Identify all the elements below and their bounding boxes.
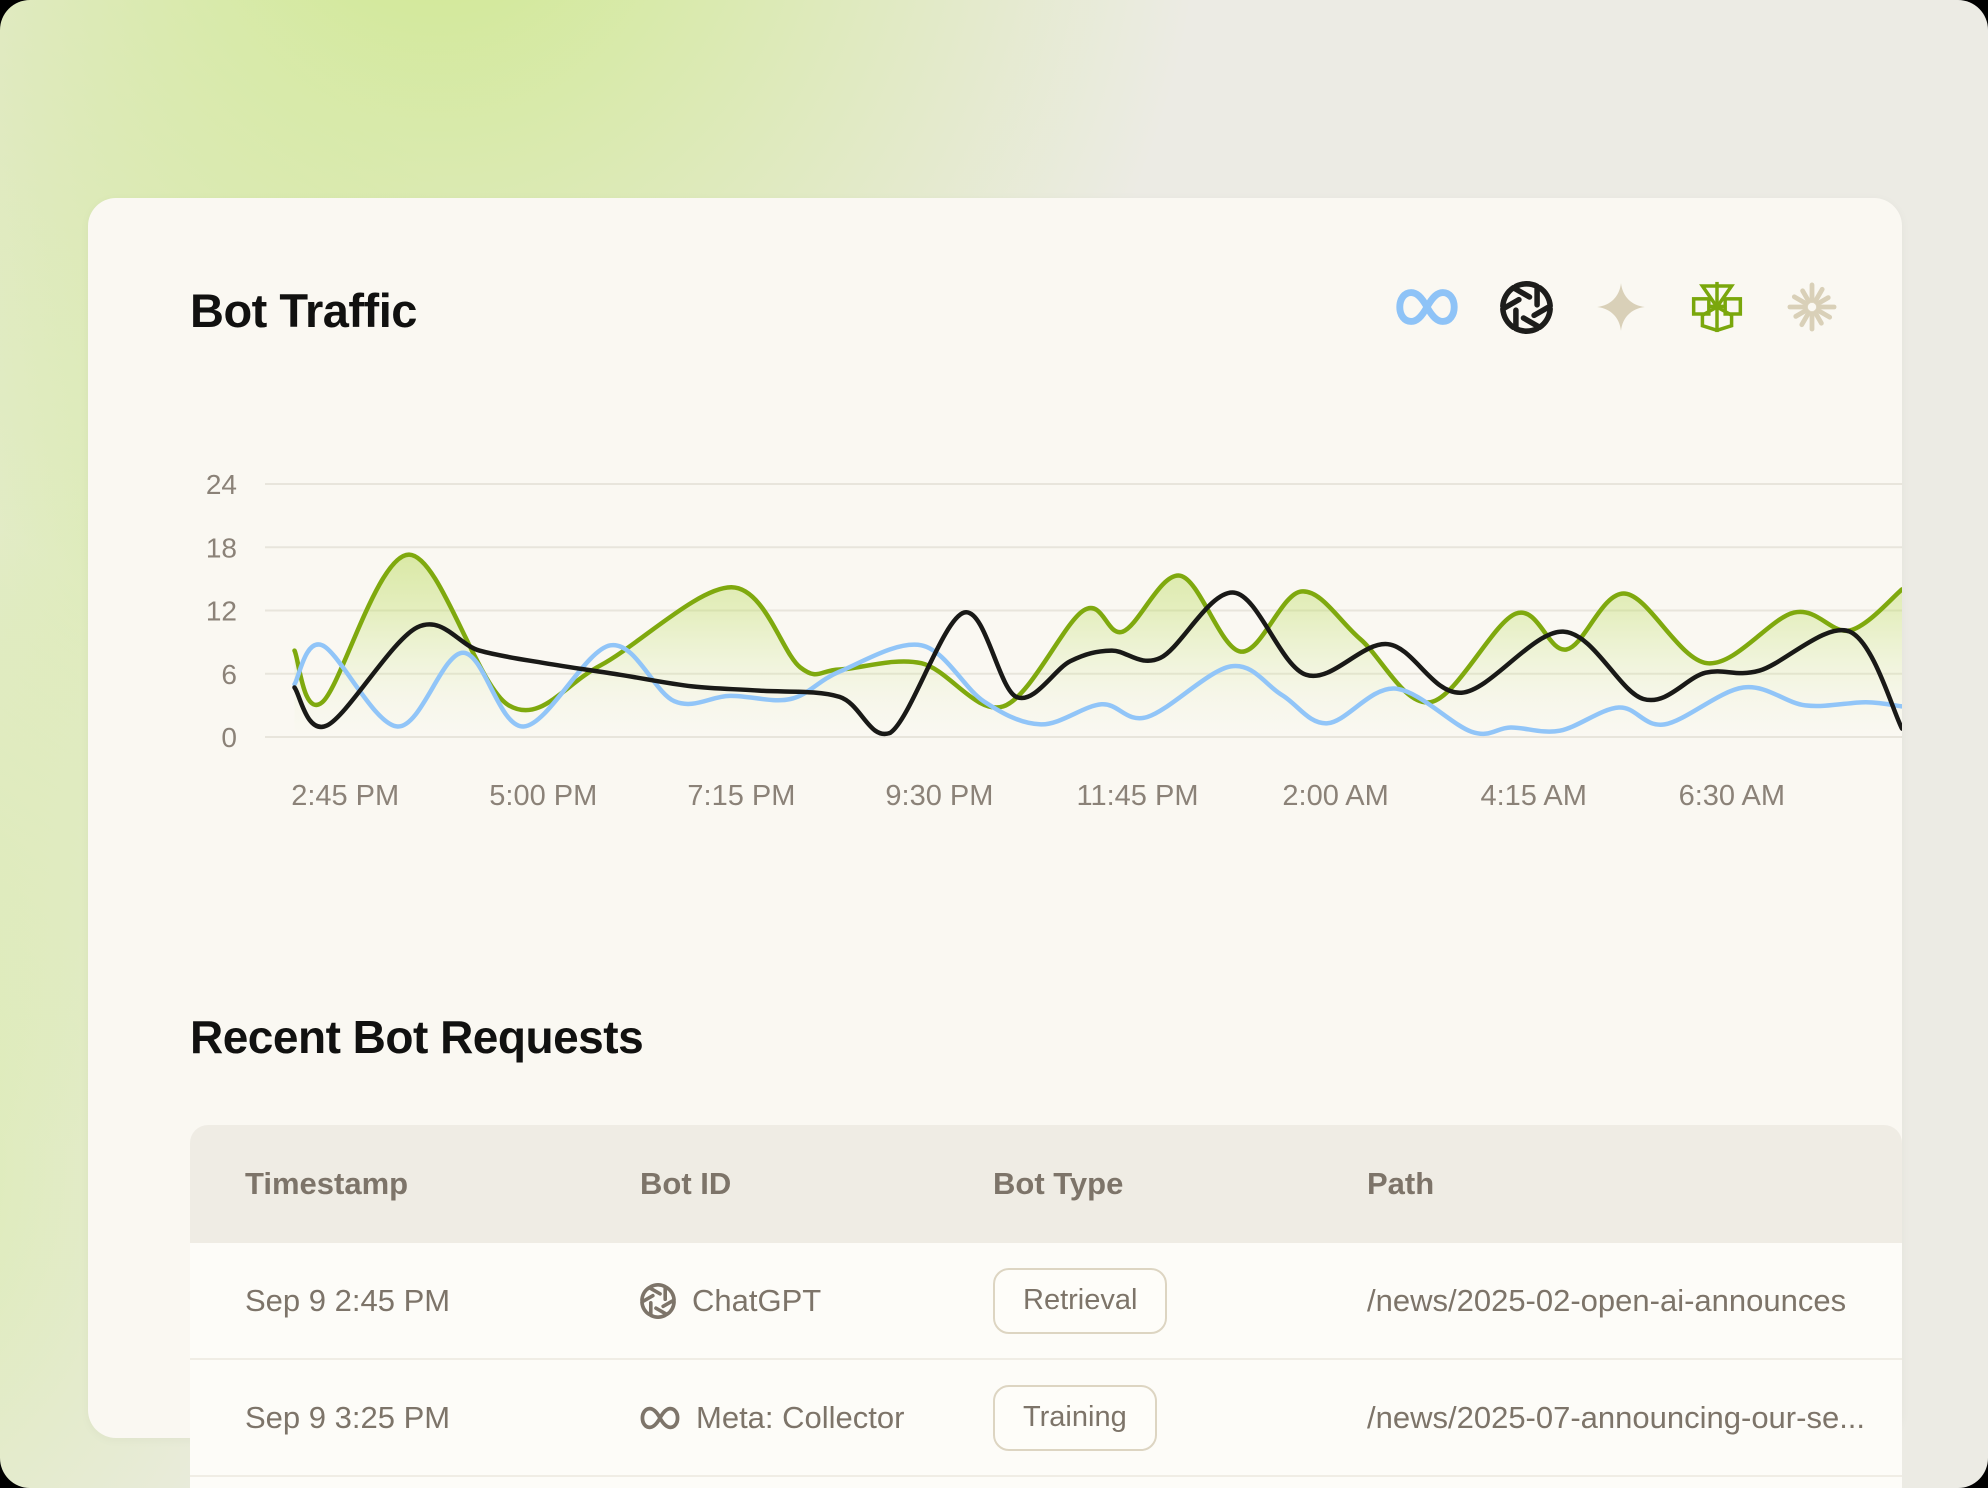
timestamp-cell: Sep 9 2:45 PM bbox=[245, 1282, 451, 1318]
table-row: Sep 9 3:25 PM Meta: Collector Training /… bbox=[190, 1358, 1902, 1477]
svg-text:5:00 PM: 5:00 PM bbox=[489, 780, 597, 812]
green-burst-icon[interactable] bbox=[1689, 279, 1745, 335]
bot-type-cell: Retrieval bbox=[993, 1243, 1168, 1358]
bot-icon-row bbox=[1396, 276, 1837, 338]
timestamp-cell: Sep 9 3:25 PM bbox=[245, 1399, 451, 1435]
svg-text:4:15 AM: 4:15 AM bbox=[1480, 780, 1586, 812]
bot-type-cell: Training bbox=[993, 1360, 1157, 1475]
bot-type-badge: Training bbox=[993, 1384, 1157, 1451]
svg-text:6: 6 bbox=[221, 659, 237, 690]
path-cell: /news/2025-07-announcing-our-se... bbox=[1367, 1399, 1866, 1435]
bot-type-badge: Retrieval bbox=[993, 1267, 1168, 1334]
table-row: Sep 9 2:45 PM ChatGPT Retrieval /news/20… bbox=[190, 1243, 1902, 1358]
meta-icon bbox=[640, 1406, 680, 1429]
page-title: Bot Traffic bbox=[190, 284, 417, 337]
openai-icon bbox=[640, 1282, 676, 1319]
column-header-path: Path bbox=[1367, 1166, 1435, 1201]
bot-id-cell: Meta: Collector bbox=[640, 1360, 904, 1475]
bot-id-cell: ChatGPT bbox=[640, 1243, 821, 1358]
svg-text:7:15 PM: 7:15 PM bbox=[687, 780, 795, 812]
starburst-icon[interactable] bbox=[1787, 282, 1837, 332]
sparkle-icon[interactable] bbox=[1595, 281, 1647, 333]
svg-text:11:45 PM: 11:45 PM bbox=[1077, 780, 1199, 812]
openai-icon[interactable] bbox=[1500, 280, 1553, 334]
column-header-bot-id: Bot ID bbox=[640, 1166, 732, 1201]
section-title: Recent Bot Requests bbox=[190, 1011, 644, 1063]
bot-id-label: Meta: Collector bbox=[696, 1399, 905, 1435]
svg-text:2:00 AM: 2:00 AM bbox=[1282, 780, 1388, 812]
svg-text:2:45 PM: 2:45 PM bbox=[291, 780, 399, 812]
svg-text:6:30 AM: 6:30 AM bbox=[1679, 780, 1785, 812]
bot-traffic-chart: 24 18 12 6 0 2:45 PM 5:00 PM 7:15 PM 9:30 PM 11:4… bbox=[206, 470, 1902, 812]
path-cell: /news/2025-02-open-ai-announces bbox=[1367, 1282, 1847, 1318]
bot-id-label: ChatGPT bbox=[692, 1282, 822, 1318]
svg-text:12: 12 bbox=[206, 596, 237, 627]
column-header-bot-type: Bot Type bbox=[993, 1166, 1124, 1201]
svg-text:24: 24 bbox=[206, 470, 237, 500]
table-header: Timestamp Bot ID Bot Type Path bbox=[190, 1125, 1902, 1243]
column-header-timestamp: Timestamp bbox=[245, 1166, 409, 1201]
svg-text:9:30 PM: 9:30 PM bbox=[885, 780, 993, 812]
table-body: Sep 9 2:45 PM ChatGPT Retrieval /news/20… bbox=[190, 1243, 1902, 1488]
svg-text:18: 18 bbox=[206, 532, 237, 563]
meta-icon[interactable] bbox=[1396, 286, 1458, 328]
svg-text:0: 0 bbox=[221, 722, 237, 753]
